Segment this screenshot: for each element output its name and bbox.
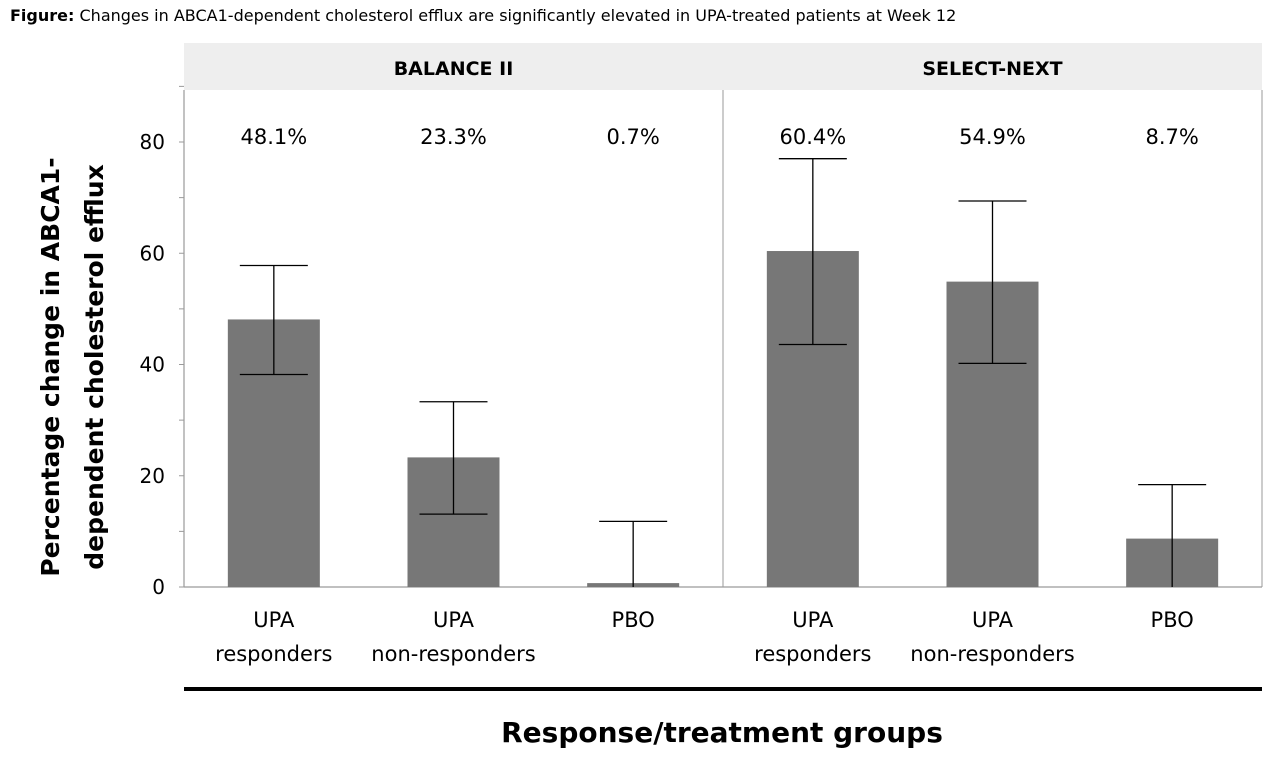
panel-title: BALANCE II [394, 58, 514, 80]
y-tick-label: 60 [140, 241, 165, 265]
y-tick-label: 20 [140, 464, 165, 488]
x-category-label: UPA [253, 608, 295, 632]
x-category-label: UPA [433, 608, 475, 632]
figure-caption: Figure: Changes in ABCA1-dependent chole… [10, 6, 956, 25]
x-category-label: UPA [972, 608, 1014, 632]
data-label: 23.3% [420, 125, 487, 149]
y-axis-title-line: Percentage change in ABCA1- [36, 157, 65, 576]
x-category-label: PBO [612, 608, 655, 632]
caption-text: Changes in ABCA1-dependent cholesterol e… [79, 6, 957, 25]
y-tick-label: 40 [140, 353, 165, 377]
x-category-label: non-responders [910, 642, 1074, 666]
x-category-label: responders [215, 642, 332, 666]
data-label: 0.7% [606, 125, 659, 149]
data-label: 48.1% [240, 125, 307, 149]
panel-title: SELECT-NEXT [922, 58, 1062, 80]
y-axis-title: Percentage change in ABCA1- dependent cho… [36, 157, 109, 576]
data-label: 60.4% [779, 125, 846, 149]
caption-prefix: Figure: [10, 6, 75, 25]
x-axis-title: Response/treatment groups [501, 716, 943, 749]
x-category-label: PBO [1151, 608, 1194, 632]
x-category-label: responders [754, 642, 871, 666]
x-category-label: UPA [792, 608, 834, 632]
y-tick-label: 0 [152, 575, 165, 599]
panel-header-band [184, 43, 1262, 90]
y-tick-label: 80 [140, 130, 165, 154]
y-axis-title-line: dependent cholesterol efflux [80, 164, 109, 569]
data-label: 8.7% [1145, 125, 1198, 149]
x-category-label: non-responders [371, 642, 535, 666]
data-label: 54.9% [959, 125, 1026, 149]
